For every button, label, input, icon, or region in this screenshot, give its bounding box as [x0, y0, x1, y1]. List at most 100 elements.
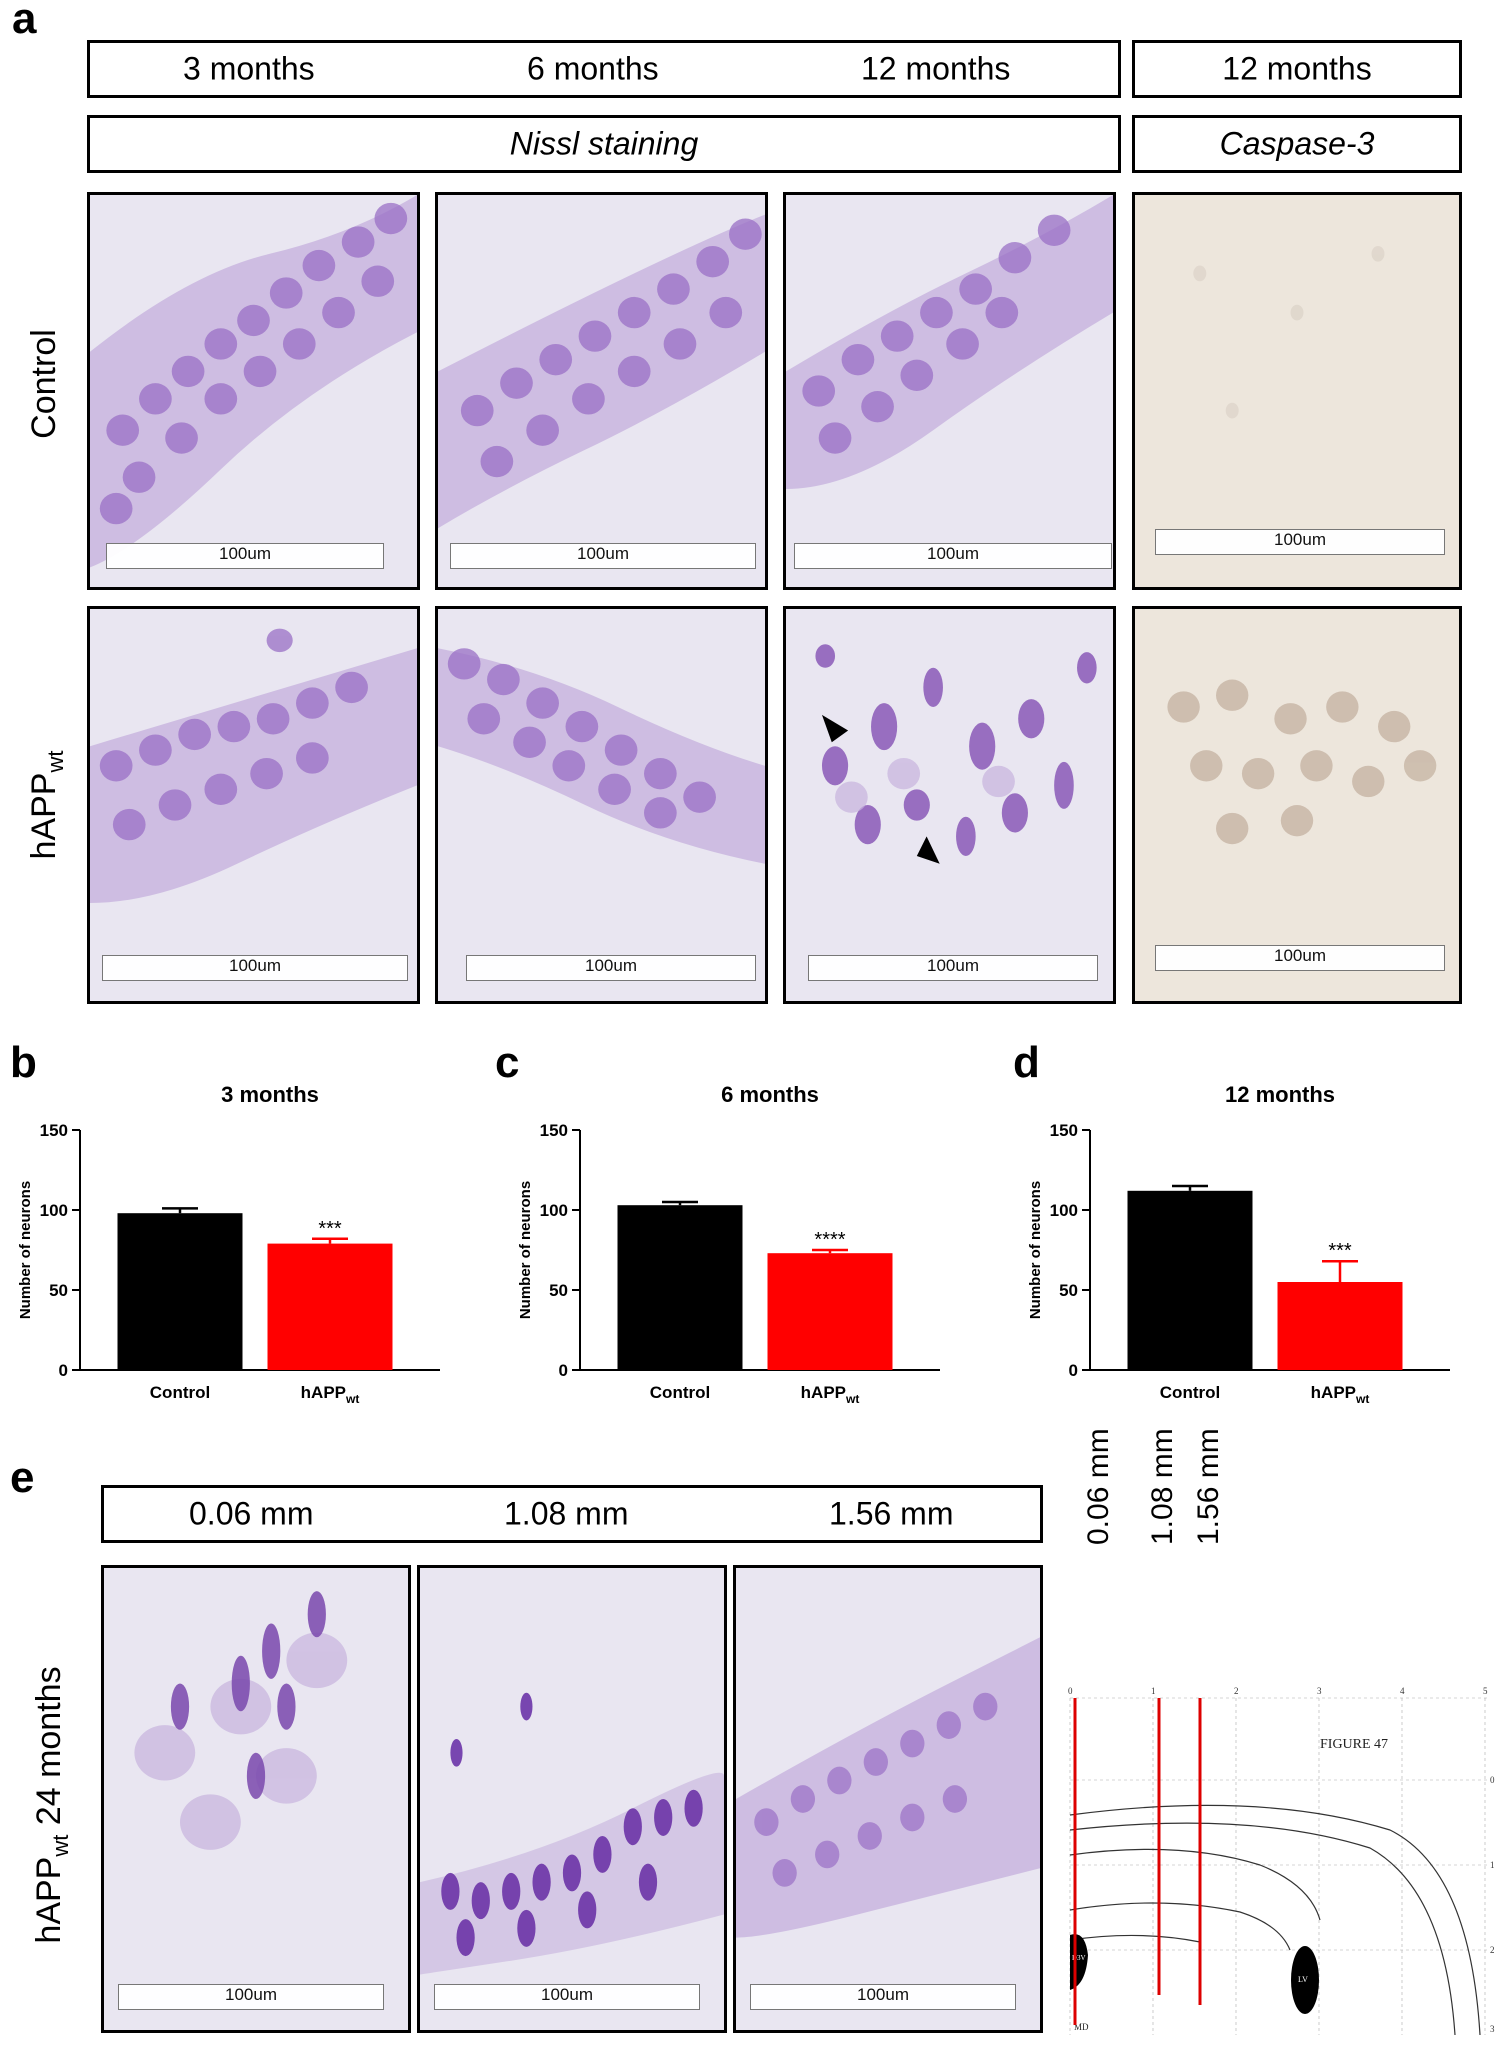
y-tick-label: 100 [1050, 1201, 1078, 1220]
atlas-region-lv: LV [1298, 1975, 1308, 1984]
scale-bar: 100um [434, 1984, 700, 2010]
chart-svg: 6 months Number of neurons 0 50 100 150 Contro… [517, 1082, 940, 1406]
row-label-happ: hAPPwt [25, 720, 68, 890]
caspase-age-label: 12 months [1222, 50, 1372, 87]
category-subscript: wt [345, 1392, 359, 1406]
y-tick-label: 50 [49, 1281, 68, 1300]
caspase-stain-header: Caspase-3 [1132, 115, 1462, 173]
bar-control [1127, 1190, 1253, 1370]
scale-bar: 100um [118, 1984, 384, 2010]
distance-label-0-06: 0.06 mm [189, 1495, 314, 1532]
nissl-tissue [438, 609, 765, 1001]
row-label-happ-main: hAPP [25, 772, 63, 860]
atlas-side-tick: 3 [1490, 2024, 1495, 2034]
micrograph-happ-3-months: 100um [87, 606, 420, 1004]
chart-svg: 3 months Number of neurons 0 50 100 150 Contro… [17, 1082, 440, 1406]
atlas-distance-label-0-06: 0.06 mm [1082, 1428, 1115, 1545]
y-axis-label: Number of neurons [1027, 1181, 1044, 1319]
distance-header-box: 0.06 mm 1.08 mm 1.56 mm [101, 1485, 1043, 1543]
micrograph-control-12-months: 100um [783, 192, 1116, 590]
nissl-tissue [104, 1568, 408, 2030]
category-label: hAPPwt [801, 1383, 860, 1406]
atlas-tick: 1 [1151, 1686, 1156, 1696]
panel-letter-a: a [12, 0, 37, 43]
row-label-e-sub: wt [47, 1834, 73, 1857]
micrograph-e-1-56-mm: 100um [733, 1565, 1043, 2033]
row-label-happ-sub: wt [42, 750, 68, 773]
category-subscript: wt [1355, 1392, 1369, 1406]
nissl-tissue [736, 1568, 1040, 2030]
nissl-tissue [786, 609, 1113, 1001]
category-label: hAPPwt [301, 1383, 360, 1406]
chart-title: 3 months [221, 1082, 319, 1107]
age-label-12-months: 12 months [861, 50, 1011, 87]
nissl-tissue [438, 195, 765, 587]
bar-happ [767, 1253, 893, 1370]
y-axis-label: Number of neurons [517, 1181, 534, 1319]
scale-bar: 100um [1155, 945, 1445, 971]
caspase-age-header-box: 12 months [1132, 40, 1462, 98]
y-tick-label: 150 [540, 1121, 568, 1140]
atlas-side-tick: 1 [1490, 1860, 1495, 1870]
row-label-happ-24-months: hAPPwt 24 months [30, 1645, 73, 1965]
panel-letter-c: c [495, 1038, 520, 1087]
bar-happ [1277, 1282, 1403, 1370]
y-tick-label: 0 [559, 1361, 568, 1380]
row-label-e-rest: 24 months [30, 1666, 68, 1835]
nissl-tissue [420, 1568, 724, 2030]
scale-bar: 100um [1155, 529, 1445, 555]
atlas-tick: 4 [1400, 1686, 1405, 1696]
micrograph-happ-6-months: 100um [435, 606, 768, 1004]
brain-atlas-drawing: 0 1 2 3 4 5 0 1 2 3 FIGURE 47 LV D3V MD [1060, 1680, 1500, 2035]
category-label: Control [1160, 1383, 1220, 1402]
panel-letter-e: e [10, 1453, 35, 1502]
atlas-side-tick: 0 [1490, 1775, 1495, 1785]
category-label: hAPPwt [1311, 1383, 1370, 1406]
y-axis-label: Number of neurons [17, 1181, 34, 1319]
atlas-distance-label-1-08: 1.08 mm [1146, 1428, 1179, 1545]
bar-control [117, 1213, 243, 1370]
age-label-3-months: 3 months [183, 50, 315, 87]
bar-happ [267, 1243, 393, 1370]
y-tick-label: 50 [1059, 1281, 1078, 1300]
category-label: Control [650, 1383, 710, 1402]
age-label-6-months: 6 months [527, 50, 659, 87]
y-tick-label: 100 [540, 1201, 568, 1220]
bar-control [617, 1205, 743, 1370]
atlas-tick: 2 [1234, 1686, 1239, 1696]
y-tick-label: 150 [1050, 1121, 1078, 1140]
micrograph-caspase-happ: 100um [1132, 606, 1462, 1004]
caspase-stain-label: Caspase-3 [1219, 125, 1375, 162]
micrograph-control-6-months: 100um [435, 192, 768, 590]
atlas-tick: 5 [1483, 1686, 1488, 1696]
micrograph-e-1-08-mm: 100um [417, 1565, 727, 2033]
scale-bar: 100um [750, 1984, 1016, 2010]
nissl-tissue [90, 609, 417, 1001]
atlas-region-d3v: D3V [1072, 1954, 1086, 1962]
distance-label-1-08: 1.08 mm [504, 1495, 629, 1532]
nissl-stain-header: Nissl staining [87, 115, 1121, 173]
caspase-tissue [1135, 609, 1459, 1001]
nissl-stain-label: Nissl staining [509, 125, 699, 162]
atlas-region-md: MD [1074, 2022, 1089, 2032]
y-tick-label: 150 [40, 1121, 68, 1140]
atlas-tick: 3 [1317, 1686, 1322, 1696]
arrowhead-icon [821, 714, 849, 743]
significance-stars: *** [1328, 1240, 1352, 1262]
atlas-side-tick: 2 [1490, 1945, 1495, 1955]
nissl-tissue [90, 195, 417, 587]
atlas-tick: 0 [1068, 1686, 1073, 1696]
y-tick-label: 0 [1069, 1361, 1078, 1380]
brain-atlas: 0 1 2 3 4 5 0 1 2 3 FIGURE 47 LV D3V MD [1060, 1680, 1500, 2035]
nissl-tissue [786, 195, 1113, 587]
chart-svg: 12 months Number of neurons 0 50 100 150 Contr… [1027, 1082, 1450, 1406]
significance-stars: **** [814, 1229, 845, 1251]
row-label-control: Control [25, 329, 63, 439]
category-label: Control [150, 1383, 210, 1402]
arrowhead-icon [916, 836, 940, 864]
chart-title: 12 months [1225, 1082, 1335, 1107]
category-subscript: wt [845, 1392, 859, 1406]
significance-stars: *** [318, 1218, 342, 1240]
scale-bar: 100um [102, 955, 408, 981]
atlas-title: FIGURE 47 [1320, 1737, 1388, 1752]
